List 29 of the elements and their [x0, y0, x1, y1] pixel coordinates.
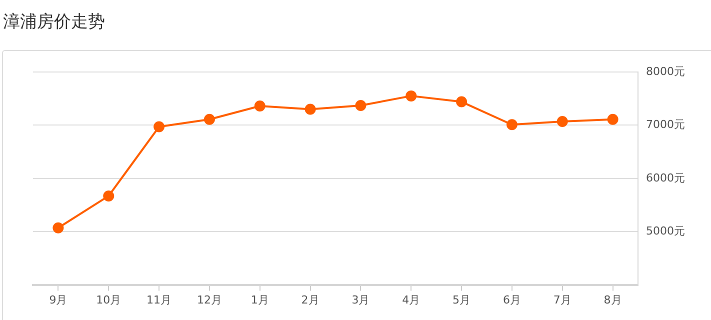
y-tick-label: 8000元 [646, 64, 686, 78]
point [406, 90, 417, 102]
x-tick-label: 4月 [402, 293, 420, 306]
point [607, 114, 618, 125]
point [304, 104, 316, 115]
point [456, 96, 468, 108]
point [506, 119, 518, 130]
x-tick-label: 12月 [196, 293, 222, 306]
x-tick-label: 1月 [250, 293, 269, 306]
point [103, 190, 114, 202]
y-tick-label: 6000元 [646, 171, 686, 184]
x-tick-label: 10月 [96, 293, 122, 306]
x-tick-label: 9月 [49, 293, 68, 306]
point [254, 100, 266, 112]
point [355, 100, 366, 112]
x-tick-label: 7月 [553, 293, 572, 306]
y-tick-label: 7000元 [646, 118, 686, 132]
x-tick-label: 8月 [604, 293, 622, 306]
x-tick-label: 3月 [352, 293, 370, 306]
x-tick-label: 5月 [452, 293, 471, 306]
point [204, 114, 215, 125]
point [154, 121, 165, 132]
chart-title: 漳浦房价走势 [3, 11, 105, 33]
point [52, 222, 64, 234]
x-tick-label: 6月 [502, 293, 521, 306]
y-tick-label: 5000元 [646, 224, 686, 238]
point [556, 116, 568, 127]
x-tick-label: 11月 [146, 293, 172, 306]
x-tick-label: 2月 [301, 293, 320, 306]
